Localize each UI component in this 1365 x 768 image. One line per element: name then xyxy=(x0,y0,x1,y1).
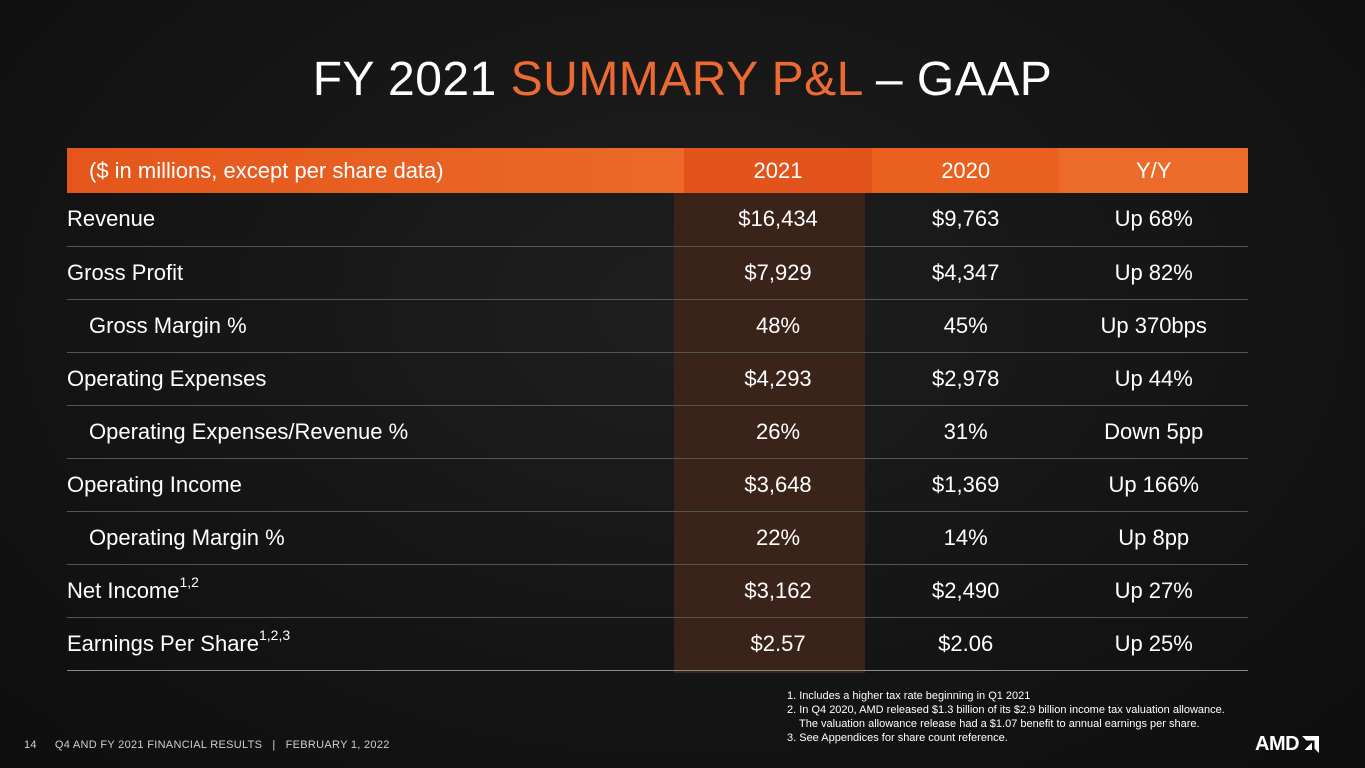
footnote-ref: 1,2,3 xyxy=(259,626,291,643)
value-yy: Up 25% xyxy=(1114,630,1193,656)
title-part1: FY 2021 xyxy=(312,53,511,106)
row-label-text: Operating Expenses/Revenue % xyxy=(89,418,409,444)
highlight-column-2021 xyxy=(674,148,865,673)
table-row: Gross Profit $7,929 $4,347 Up 82% xyxy=(67,246,1248,299)
logo-wordmark: AMD xyxy=(1255,733,1300,755)
footnote-2-continued: The valuation allowance release had a $1… xyxy=(799,718,1200,730)
pl-table-container: ($ in millions, except per share data) 2… xyxy=(67,148,1248,673)
row-label: Operating Expenses xyxy=(67,352,684,405)
amd-arrow-icon xyxy=(1302,735,1320,753)
footnote-1: 1. Includes a higher tax rate beginning … xyxy=(787,690,1031,702)
value-yy: Up 68% xyxy=(1114,206,1193,232)
value-yy: Up 27% xyxy=(1114,577,1193,603)
value-2021: $16,434 xyxy=(738,206,818,232)
value-yy: Up 370bps xyxy=(1100,312,1207,338)
value-2021: 22% xyxy=(756,524,801,550)
row-label-text: Gross Profit xyxy=(67,259,184,285)
row-label-text: Operating Margin % xyxy=(89,524,285,550)
table-row: Revenue $16,434 $9,763 Up 68% xyxy=(67,193,1248,246)
page-number: 14 xyxy=(24,739,37,751)
value-yy: Up 166% xyxy=(1108,471,1199,497)
pl-summary-table: ($ in millions, except per share data) 2… xyxy=(67,148,1248,671)
row-label: Gross Margin % xyxy=(67,299,684,352)
table-row: Operating Expenses/Revenue % 26% 31% Dow… xyxy=(67,405,1248,458)
value-2021: $2.57 xyxy=(750,630,806,656)
table-row: Earnings Per Share1,2,3 $2.57 $2.06 Up 2… xyxy=(67,617,1248,670)
table-header-row: ($ in millions, except per share data) 2… xyxy=(67,148,1248,193)
row-label: Operating Expenses/Revenue % xyxy=(67,405,684,458)
row-label-text: Gross Margin % xyxy=(89,312,247,338)
value-2021: $7,929 xyxy=(744,259,812,285)
row-label-text: Revenue xyxy=(67,206,156,232)
row-label-text: Net Income xyxy=(67,577,180,603)
value-2020: $2,490 xyxy=(932,577,1000,603)
footnotes: 1. Includes a higher tax rate beginning … xyxy=(787,689,1225,745)
value-yy: Down 5pp xyxy=(1104,418,1204,444)
value-2020: $2.06 xyxy=(938,630,994,656)
row-label-text: Operating Expenses xyxy=(67,365,267,391)
value-yy: Up 8pp xyxy=(1118,524,1190,550)
value-2020: 14% xyxy=(943,524,988,550)
value-2021: $3,162 xyxy=(744,577,812,603)
footnote-2: 2. In Q4 2020, AMD released $1.3 billion… xyxy=(787,704,1225,716)
table-row: Gross Margin % 48% 45% Up 370bps xyxy=(67,299,1248,352)
row-label-text: Earnings Per Share xyxy=(67,630,259,656)
value-2020: $9,763 xyxy=(932,206,1000,232)
row-label: Revenue xyxy=(67,193,684,246)
amd-logo: AMD xyxy=(1255,733,1320,755)
header-2021: 2021 xyxy=(684,148,872,193)
table-row: Operating Expenses $4,293 $2,978 Up 44% xyxy=(67,352,1248,405)
value-2020: 45% xyxy=(943,312,988,338)
value-2021: 26% xyxy=(756,418,801,444)
row-label-text: Operating Income xyxy=(67,471,242,497)
header-2020: 2020 xyxy=(871,148,1060,193)
value-yy: Up 82% xyxy=(1114,259,1193,285)
header-yy: Y/Y xyxy=(1059,148,1248,193)
footnote-ref: 1,2 xyxy=(179,573,199,590)
value-yy: Up 44% xyxy=(1114,365,1193,391)
title-accent: SUMMARY P&L xyxy=(510,53,863,106)
footer-text: Q4 AND FY 2021 FINANCIAL RESULTS | FEBRU… xyxy=(54,739,390,751)
slide-title: FY 2021 SUMMARY P&L – GAAP xyxy=(0,56,1365,104)
title-part2: – GAAP xyxy=(862,53,1053,106)
value-2021: $4,293 xyxy=(744,365,812,391)
table-row: Operating Income $3,648 $1,369 Up 166% xyxy=(67,458,1248,511)
value-2021: $3,648 xyxy=(744,471,812,497)
table-row: Net Income1,2 $3,162 $2,490 Up 27% xyxy=(67,564,1248,617)
row-label: Operating Income xyxy=(67,458,684,511)
row-label: Earnings Per Share1,2,3 xyxy=(67,617,684,670)
value-2020: $2,978 xyxy=(932,365,1000,391)
value-2020: $1,369 xyxy=(932,471,1000,497)
row-label: Operating Margin % xyxy=(67,511,684,564)
footnote-3: 3. See Appendices for share count refere… xyxy=(787,732,1008,744)
header-label: ($ in millions, except per share data) xyxy=(89,157,444,183)
row-label: Net Income1,2 xyxy=(67,564,684,617)
value-2020: 31% xyxy=(943,418,988,444)
row-label: Gross Profit xyxy=(67,246,684,299)
table-row: Operating Margin % 22% 14% Up 8pp xyxy=(67,511,1248,564)
value-2020: $4,347 xyxy=(932,259,1000,285)
slide-footer: 14 Q4 AND FY 2021 FINANCIAL RESULTS | FEB… xyxy=(24,739,390,751)
value-2021: 48% xyxy=(756,312,801,338)
